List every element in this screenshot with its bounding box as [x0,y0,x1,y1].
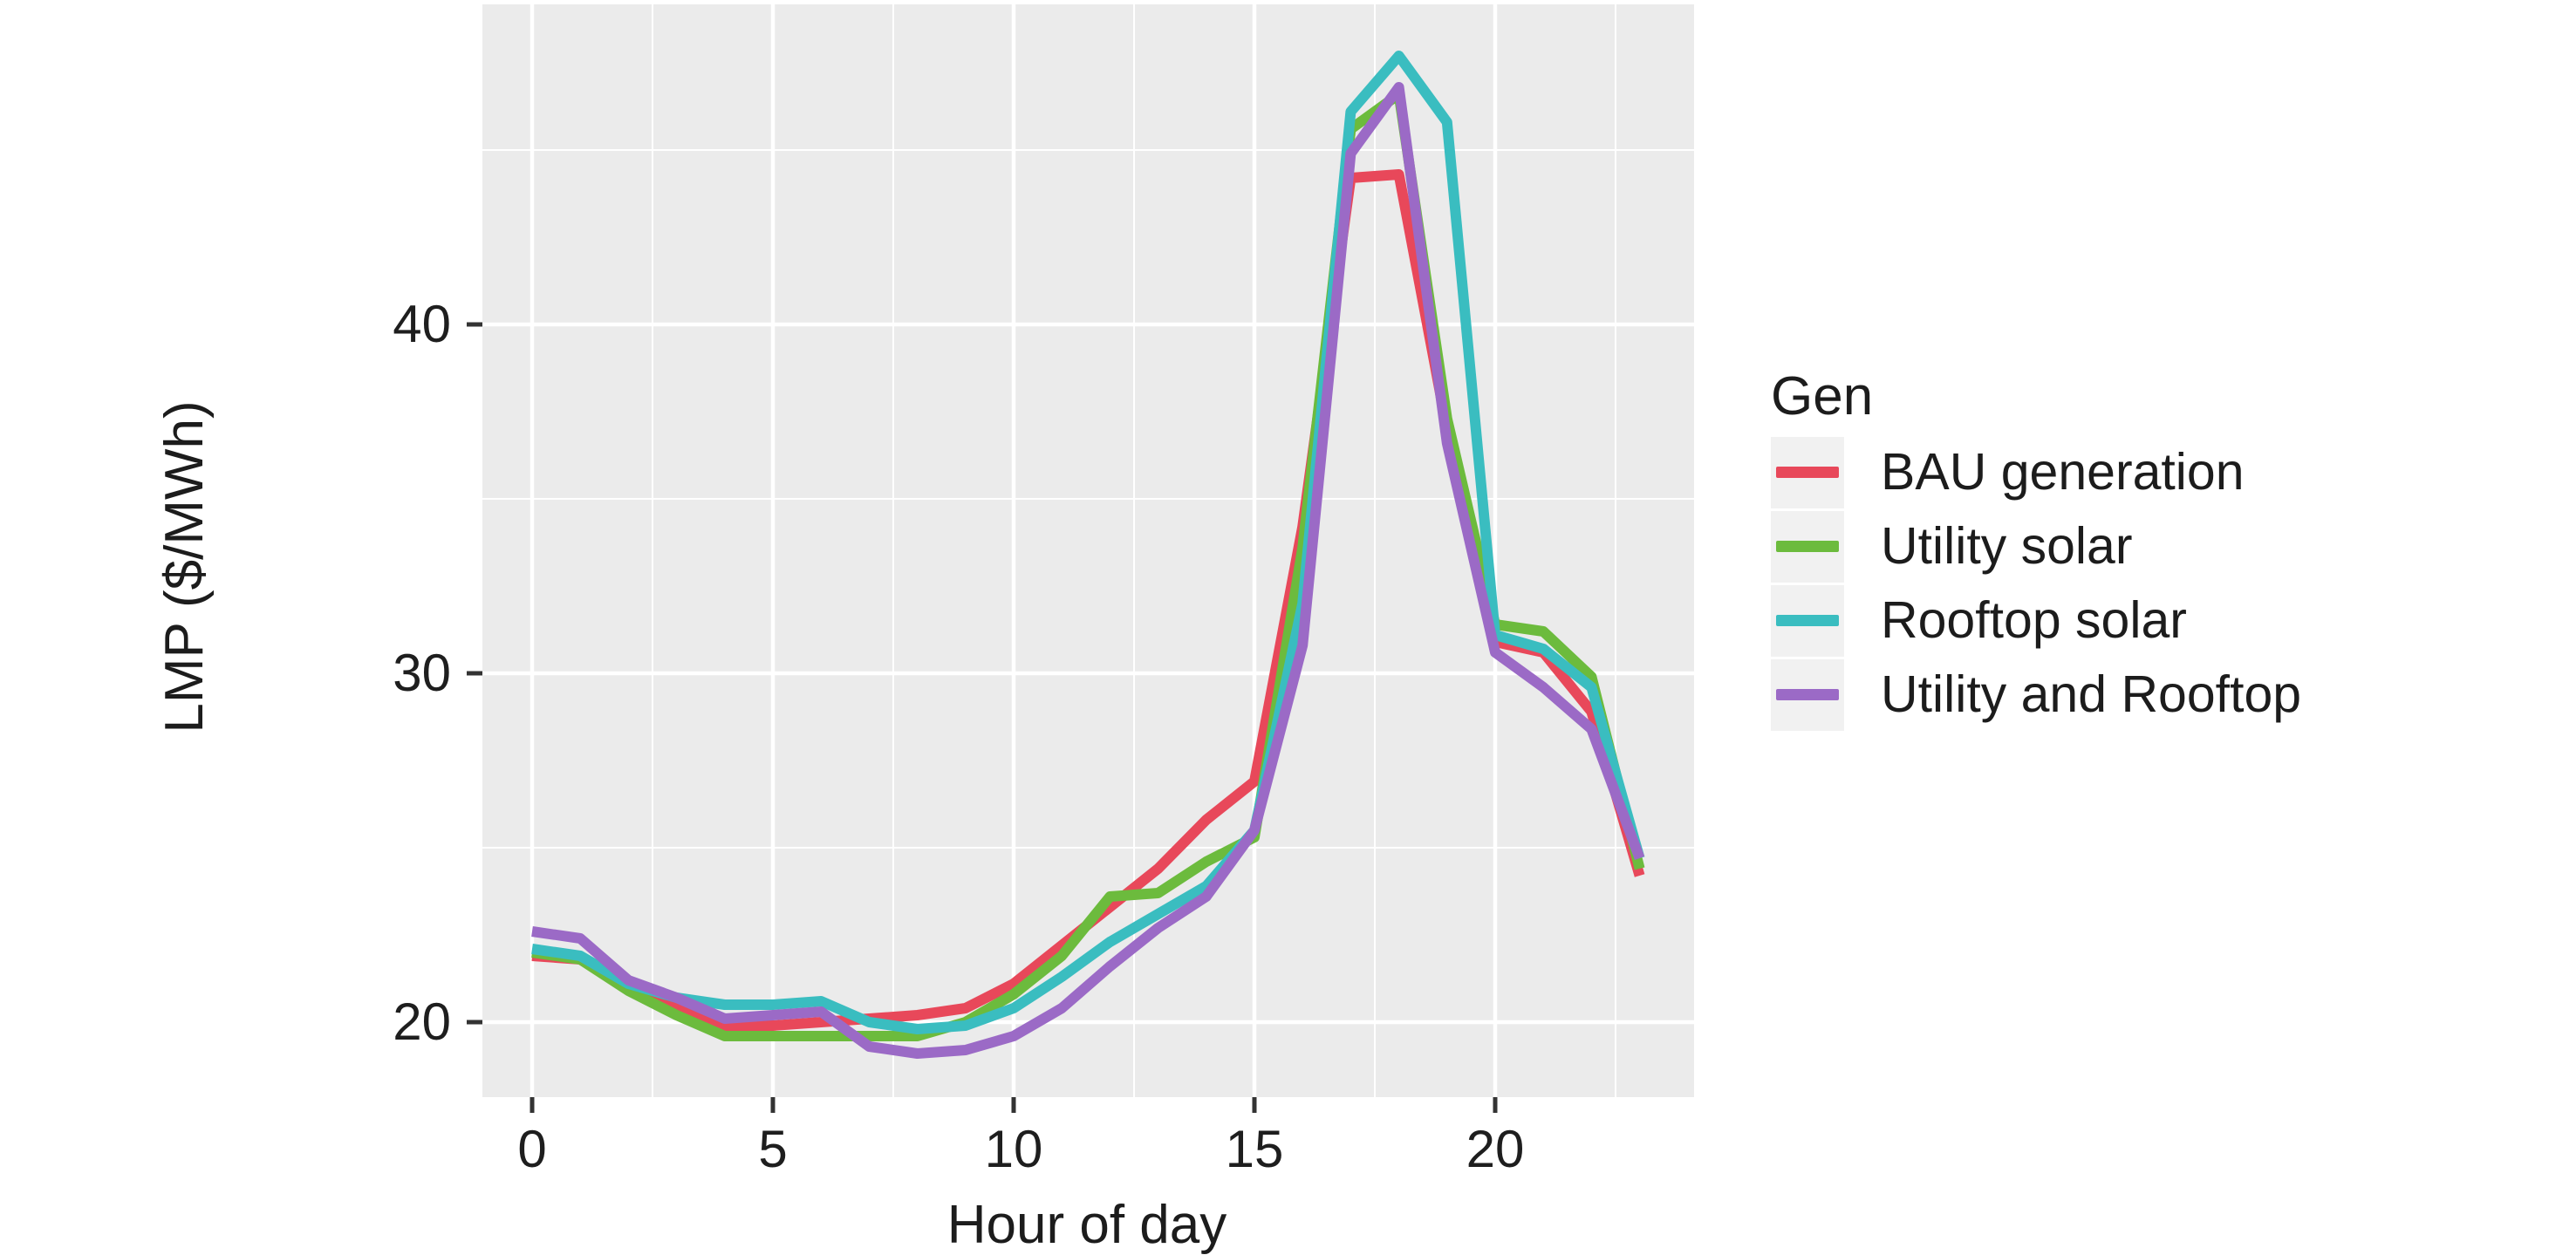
legend-key [1771,584,1844,657]
y-axis-title: LMP ($/MWh) [154,400,215,733]
y-tick-label-40: 40 [393,295,451,353]
legend-label: Utility and Rooftop [1881,665,2302,724]
series-line-utility-solar [531,89,1645,1041]
legend-entries: BAU generation Utility solar Rooftop solar… [1771,435,2301,732]
legend-title: Gen [1771,366,1874,426]
data-series-lines [531,51,1645,1059]
x-tick-label-0: 0 [517,1120,547,1178]
y-tick-label-20: 20 [393,992,451,1051]
plot-panel [482,4,1694,1097]
series-line-rooftop-solar [531,51,1645,1034]
legend-row: Utility solar [1771,509,2301,583]
legend-label: BAU generation [1881,443,2245,501]
y-tick-label-30: 30 [393,644,451,702]
axis-tick-marks [467,322,1498,1113]
legend-line-swatch [1776,688,1839,700]
x-tick-label-10: 10 [984,1120,1043,1178]
legend-key [1771,510,1844,583]
legend-label: Utility solar [1881,517,2133,576]
x-tick-label-20: 20 [1466,1120,1525,1178]
minor-gridlines [482,4,1694,1097]
legend: Gen BAU generation Utility solar Rooftop s… [1771,365,2301,732]
legend-label: Rooftop solar [1881,591,2187,650]
legend-line-swatch [1776,540,1839,552]
x-tick-label-15: 15 [1225,1120,1284,1178]
legend-row: Utility and Rooftop [1771,658,2301,732]
x-tick-label-5: 5 [758,1120,788,1178]
legend-row: BAU generation [1771,435,2301,509]
legend-key [1771,658,1844,731]
x-axis-title: Hour of day [946,1195,1227,1255]
legend-line-swatch [1776,466,1839,478]
major-gridlines [482,4,1694,1097]
series-line-utility-and-rooftop [531,82,1645,1059]
legend-line-swatch [1776,614,1839,626]
legend-key [1771,436,1844,508]
legend-row: Rooftop solar [1771,583,2301,658]
